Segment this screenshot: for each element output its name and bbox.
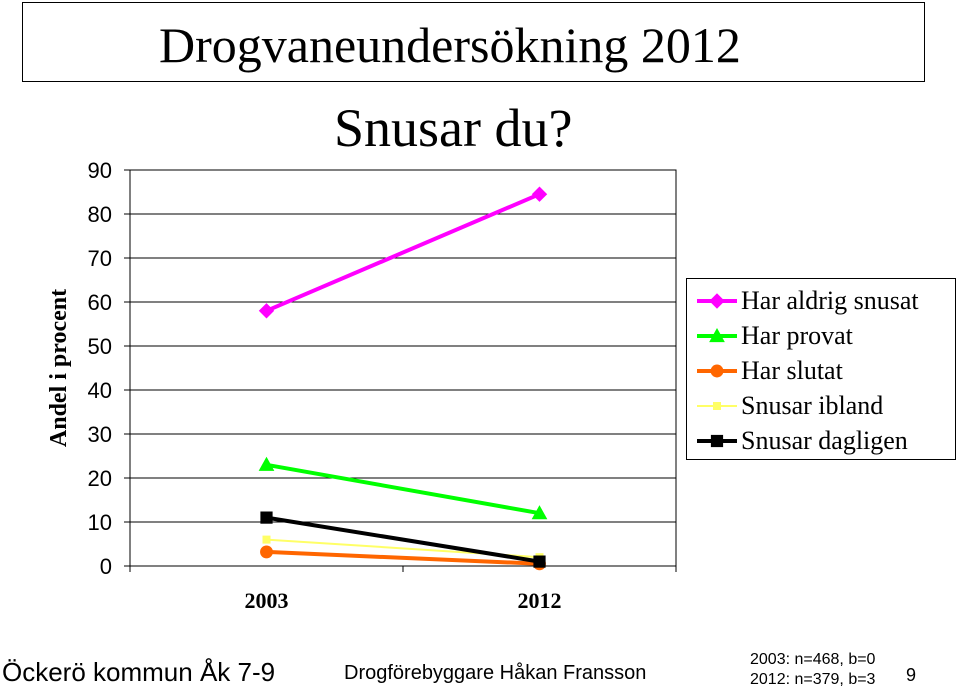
data-point	[262, 535, 271, 544]
y-tick-label: 80	[88, 202, 112, 227]
series-line-2	[266, 549, 540, 566]
legend-swatch	[697, 364, 737, 378]
legend-item: Har provat	[687, 318, 955, 354]
data-point	[258, 303, 275, 319]
legend-item: Har aldrig snusat	[687, 283, 955, 319]
x-tick-label: 2003	[245, 588, 289, 613]
legend-item: Snusar ibland	[687, 388, 955, 424]
legend-label: Har provat	[741, 321, 853, 350]
x-tick-label: 2012	[518, 588, 562, 613]
legend-label: Har slutat	[741, 356, 843, 385]
legend-swatch	[697, 434, 737, 448]
chart-legend: Har aldrig snusat Har provat Har slutat Snu…	[686, 278, 956, 460]
footer-municipality: Öckerö kommun Åk 7-9	[2, 657, 276, 687]
y-tick-label: 30	[88, 422, 112, 447]
legend-marker	[709, 327, 725, 343]
y-tick-label: 60	[88, 290, 112, 315]
legend-swatch	[697, 402, 737, 410]
y-tick-label: 10	[88, 510, 112, 535]
legend-label: Har aldrig snusat	[741, 286, 919, 315]
footer-note-2012: 2012: n=379, b=3	[750, 671, 876, 688]
legend-item: Har slutat	[687, 353, 955, 389]
data-point	[531, 505, 548, 520]
y-tick-label: 0	[100, 554, 112, 579]
series-line-1	[266, 462, 540, 516]
legend-marker	[713, 402, 721, 410]
legend-item: Snusar dagligen	[687, 423, 955, 459]
data-point	[260, 511, 273, 524]
chart-title: Drogvaneundersökning 2012	[159, 17, 741, 73]
legend-marker	[710, 434, 724, 448]
y-tick-label: 90	[88, 158, 112, 183]
legend-marker	[710, 364, 724, 378]
y-tick-label: 70	[88, 246, 112, 271]
legend-label: Snusar ibland	[741, 391, 884, 420]
title-box: Drogvaneundersökning 2012	[22, 2, 925, 82]
legend-label: Snusar dagligen	[741, 426, 908, 455]
data-point	[260, 545, 273, 559]
y-tick-label: 50	[88, 334, 112, 359]
legend-swatch	[697, 327, 737, 343]
legend-marker	[709, 293, 725, 309]
data-point	[533, 555, 546, 568]
footer-note-2003: 2003: n=468, b=0	[750, 651, 876, 668]
page-number: 9	[906, 665, 917, 685]
data-point	[531, 186, 548, 202]
plot-area	[129, 169, 677, 567]
legend-swatch	[697, 293, 737, 309]
y-tick-label: 20	[88, 466, 112, 491]
y-axis-label: Andel i procent	[46, 289, 72, 447]
series-line-4	[266, 515, 540, 564]
series-line-0	[265, 192, 541, 313]
data-point	[258, 456, 275, 471]
footer-author: Drogförebyggare Håkan Fransson	[344, 662, 647, 684]
y-tick-label: 40	[88, 378, 112, 403]
chart-subtitle: Snusar du?	[334, 98, 573, 158]
